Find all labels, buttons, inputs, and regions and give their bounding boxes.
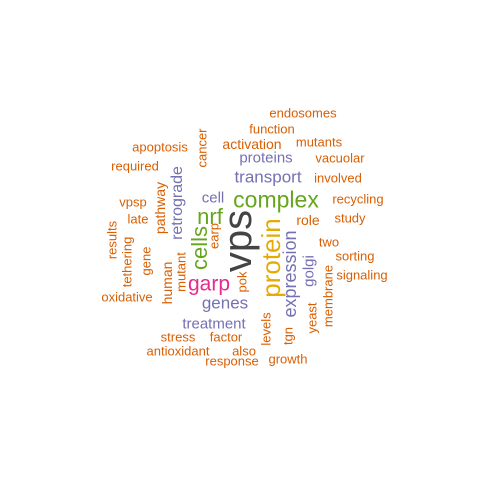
- word-golgi: golgi: [300, 255, 318, 287]
- word-expression: expression: [280, 230, 300, 318]
- word-study: study: [334, 210, 366, 226]
- word-factor: factor: [209, 329, 243, 345]
- word-activation: activation: [222, 136, 282, 152]
- word-mutant: mutant: [173, 252, 189, 292]
- word-genes: genes: [201, 293, 249, 313]
- word-stress: stress: [160, 329, 196, 345]
- word-cancer: cancer: [194, 128, 210, 168]
- word-membrane: membrane: [320, 264, 336, 328]
- word-vpsp: vpsp: [119, 194, 147, 210]
- word-results: results: [104, 220, 120, 260]
- word-treatment: treatment: [182, 315, 246, 333]
- word-tethering: tethering: [119, 236, 135, 288]
- word-required: required: [111, 158, 159, 174]
- word-two: two: [318, 234, 340, 250]
- word-recycling: recycling: [332, 191, 384, 207]
- word-involved: involved: [314, 170, 362, 186]
- word-role: role: [296, 212, 320, 228]
- word-complex: complex: [233, 186, 319, 213]
- word-mutants: mutants: [295, 134, 343, 150]
- word-yeast: yeast: [304, 302, 320, 334]
- word-vacuolar: vacuolar: [315, 150, 365, 166]
- word-garp: garp: [187, 272, 231, 296]
- word-cell: cell: [201, 189, 225, 207]
- word-signaling: signaling: [336, 267, 388, 283]
- word-earp: earp: [206, 222, 222, 250]
- word-pathway: pathway: [152, 181, 168, 235]
- word-oxidative: oxidative: [101, 289, 153, 305]
- word-human: human: [159, 261, 175, 305]
- word-sorting: sorting: [335, 248, 375, 264]
- word-levels: levels: [258, 312, 274, 346]
- word-proteins: proteins: [239, 149, 293, 167]
- word-antioxidant: antioxidant: [146, 343, 210, 359]
- word-gene: gene: [138, 246, 154, 276]
- word-nrf: nrf: [197, 204, 223, 229]
- word-vps: vps: [216, 209, 260, 273]
- word-growth: growth: [268, 351, 308, 367]
- word-response: response: [205, 353, 259, 369]
- word-function: function: [249, 121, 295, 137]
- word-retrograde: retrograde: [169, 166, 186, 240]
- word-endosomes: endosomes: [269, 105, 337, 121]
- word-also: also: [232, 343, 256, 359]
- word-transport: transport: [234, 167, 302, 187]
- word-apoptosis: apoptosis: [132, 139, 188, 155]
- word-late: late: [127, 211, 149, 227]
- word-tgn: tgn: [280, 326, 296, 346]
- word-pok: pok: [234, 271, 250, 293]
